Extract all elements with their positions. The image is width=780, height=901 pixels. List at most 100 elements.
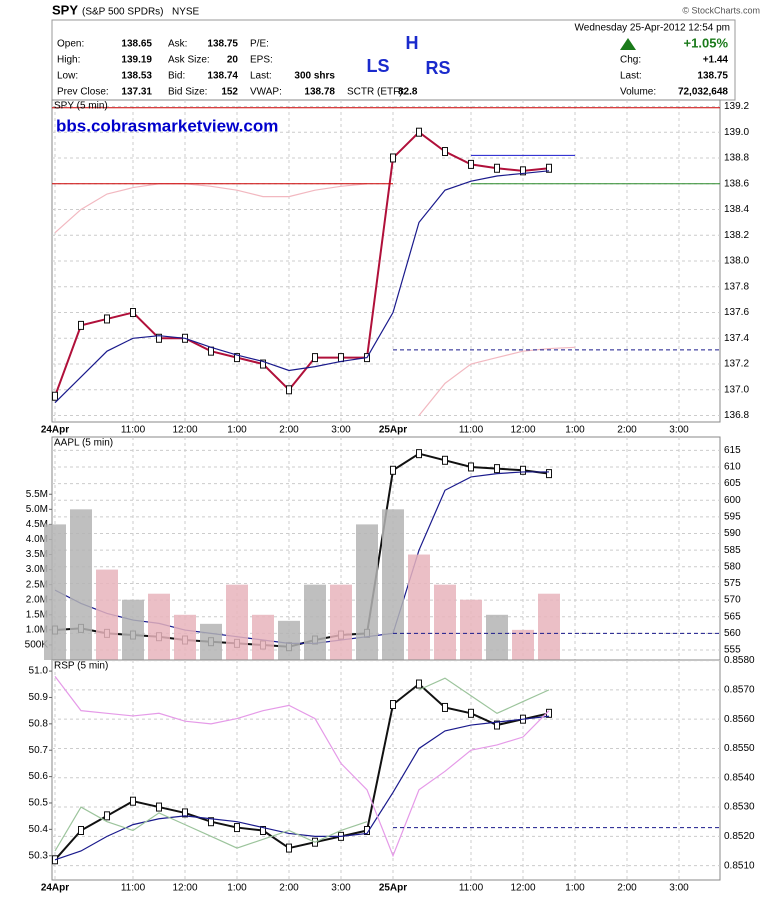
y2-tick-label: 50.6 <box>29 771 49 782</box>
y-tick-label: 139.2 <box>724 101 749 112</box>
volume-bar <box>408 554 430 660</box>
quote-label: Bid: <box>168 71 185 82</box>
price-point <box>156 333 162 343</box>
quote-value: 138.53 <box>121 71 152 82</box>
quote-value: 20 <box>227 55 239 66</box>
annotation: RS <box>425 58 450 78</box>
y2-tick-label: 2.5M <box>26 579 48 590</box>
indicator-line <box>54 170 550 404</box>
quote-label: Ask: <box>168 39 187 50</box>
indicator-line <box>54 677 550 852</box>
price-point <box>390 153 396 163</box>
y-tick-label: 555 <box>724 645 741 656</box>
price-point <box>208 817 214 827</box>
y2-tick-label: 50.7 <box>29 745 49 756</box>
quote-value: 139.19 <box>121 55 152 66</box>
panel <box>51 659 721 881</box>
y2-tick-label: 1.0M <box>26 625 48 636</box>
y-tick-label: 137.0 <box>724 384 749 395</box>
volume-bar <box>44 524 66 660</box>
quote-label: Prev Close: <box>57 87 109 98</box>
price-point <box>52 391 58 401</box>
volume-bar <box>70 509 92 660</box>
price-point <box>520 166 526 176</box>
price-point <box>260 825 266 835</box>
x-tick-label: 2:00 <box>279 425 299 436</box>
x-tick-label: 3:00 <box>331 883 351 894</box>
y-tick-label: 600 <box>724 495 741 506</box>
y2-tick-label: 50.4 <box>29 824 49 835</box>
volume-bar <box>174 614 196 660</box>
price-point <box>286 385 292 395</box>
panel-title: SPY (5 min) <box>54 101 108 112</box>
annotation: LS <box>366 56 389 76</box>
price-point <box>494 464 500 474</box>
quote-label: Last: <box>620 71 642 82</box>
change-pct: +1.05% <box>684 35 729 50</box>
price-point <box>442 147 448 157</box>
y-tick-label: 137.4 <box>724 333 749 344</box>
quote-label: SCTR (ETF): <box>347 87 405 98</box>
quote-value: 72,032,648 <box>678 87 728 98</box>
quote-value: 138.74 <box>207 71 238 82</box>
symbol: SPY <box>52 2 78 17</box>
price-point <box>416 679 422 689</box>
price-point <box>468 708 474 718</box>
price-point <box>312 353 318 363</box>
x-tick-label: 11:00 <box>121 883 146 894</box>
x-tick-label: 24Apr <box>41 425 69 436</box>
y-tick-label: 0.8550 <box>724 743 755 754</box>
x-tick-label: 1:00 <box>565 883 585 894</box>
quote-value: 138.75 <box>697 71 728 82</box>
quote-label: Bid Size: <box>168 87 207 98</box>
y-tick-label: 0.8580 <box>724 655 755 666</box>
x-tick-label: 3:00 <box>669 425 689 436</box>
y-tick-label: 610 <box>724 462 741 473</box>
price-point <box>130 796 136 806</box>
annotation: bbs.cobrasmarketview.com <box>56 116 278 135</box>
y-tick-label: 615 <box>724 445 741 456</box>
price-point <box>494 163 500 173</box>
symbol-name: (S&P 500 SPDRs) <box>82 7 164 18</box>
y2-tick-label: 50.9 <box>29 692 49 703</box>
y-tick-label: 0.8560 <box>724 714 755 725</box>
quote-value: 138.65 <box>121 39 152 50</box>
y-tick-label: 585 <box>724 545 741 556</box>
x-tick-label: 1:00 <box>227 425 247 436</box>
y2-tick-label: 3.5M <box>26 549 48 560</box>
annotation: H <box>406 33 419 53</box>
volume-bar <box>356 524 378 660</box>
price-point <box>442 455 448 465</box>
y-tick-label: 0.8520 <box>724 831 755 842</box>
y2-tick-label: 50.8 <box>29 718 49 729</box>
x-tick-label: 24Apr <box>41 883 69 894</box>
x-tick-label: 25Apr <box>379 425 407 436</box>
date: Wednesday 25-Apr-2012 12:54 pm <box>575 23 730 34</box>
x-tick-label: 11:00 <box>459 883 484 894</box>
x-tick-label: 12:00 <box>172 425 197 436</box>
price-point <box>442 702 448 712</box>
source: © StockCharts.com <box>682 5 760 15</box>
quote-label: VWAP: <box>250 87 282 98</box>
quote-label: Ask Size: <box>168 55 210 66</box>
y-tick-label: 595 <box>724 512 741 523</box>
x-tick-label: 12:00 <box>172 883 197 894</box>
y-tick-label: 560 <box>724 628 741 639</box>
x-tick-label: 2:00 <box>617 883 637 894</box>
y-tick-label: 138.6 <box>724 178 749 189</box>
volume-bar <box>512 629 534 660</box>
y-tick-label: 138.8 <box>724 153 749 164</box>
indicator-line <box>54 675 550 858</box>
quote-label: Volume: <box>620 87 656 98</box>
price-point <box>130 308 136 318</box>
quote-value: 300 shrs <box>294 71 335 82</box>
volume-bar <box>460 599 482 660</box>
price-point <box>286 843 292 853</box>
y-tick-label: 138.0 <box>724 256 749 267</box>
quote-label: EPS: <box>250 55 273 66</box>
price-point <box>182 808 188 818</box>
quote-label: P/E: <box>250 39 269 50</box>
y-tick-label: 0.8530 <box>724 802 755 813</box>
volume-bar <box>538 593 560 660</box>
